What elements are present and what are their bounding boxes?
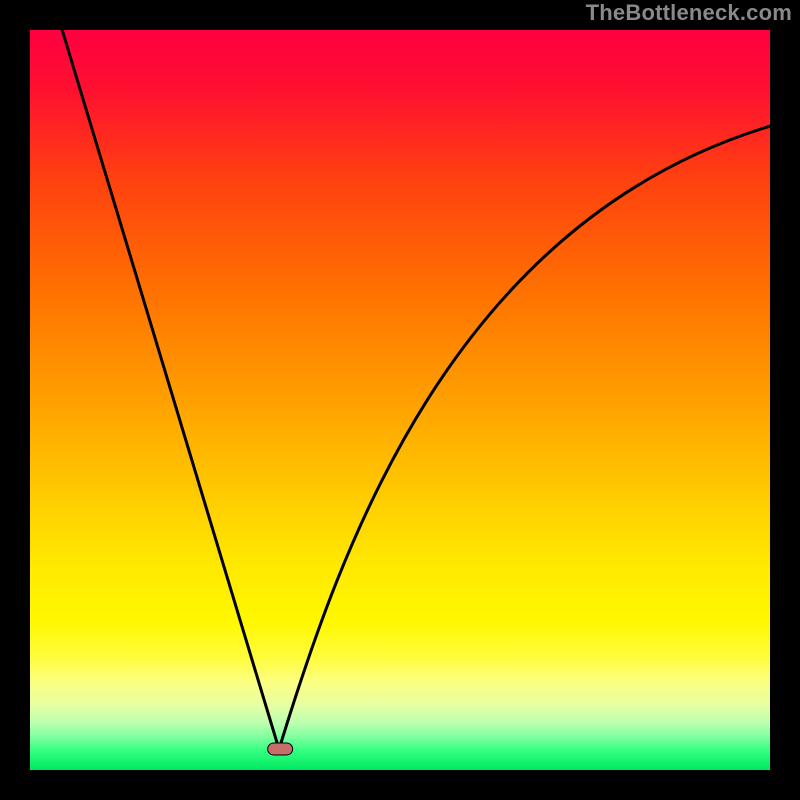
plot-area bbox=[30, 30, 770, 770]
watermark-text: TheBottleneck.com bbox=[586, 0, 792, 26]
plot-svg bbox=[30, 30, 770, 770]
plot-background bbox=[30, 30, 770, 770]
chart-root: TheBottleneck.com bbox=[0, 0, 800, 800]
min-point-marker bbox=[267, 743, 293, 756]
